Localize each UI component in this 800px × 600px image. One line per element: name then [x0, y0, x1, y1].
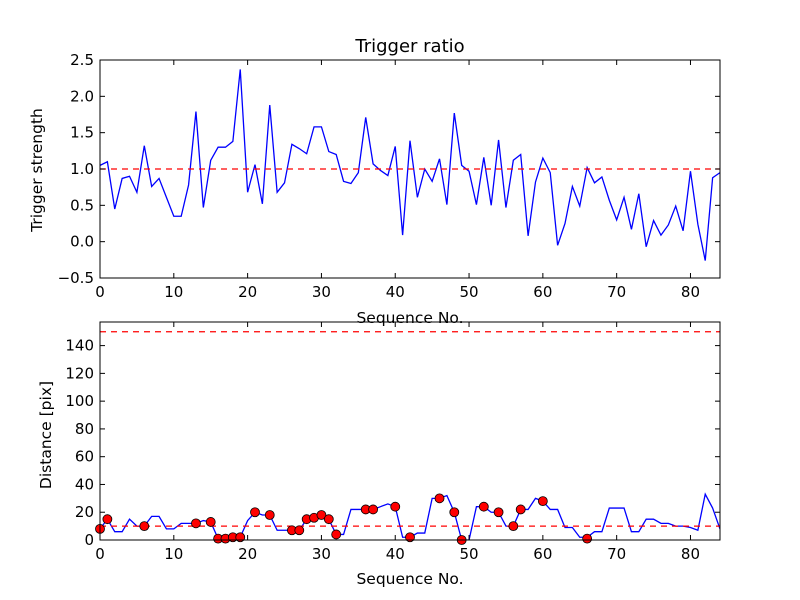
x-tick-label: 40	[386, 545, 405, 563]
x-tick-label: 40	[386, 283, 405, 301]
data-point	[508, 521, 519, 532]
data-point	[434, 493, 445, 504]
trigger-ratio-panel: Trigger ratio Sequence No. Trigger stren…	[28, 36, 721, 327]
x-tick-label: 30	[312, 283, 331, 301]
chart-title: Trigger ratio	[354, 36, 464, 57]
data-point	[331, 529, 342, 540]
x-tick-label: 10	[164, 545, 183, 563]
x-tick-label: 80	[681, 545, 700, 563]
y-tick-label: 1.5	[70, 124, 94, 142]
data-point	[515, 504, 526, 515]
y-tick-label: 140	[65, 337, 94, 355]
x-tick-label: 70	[607, 545, 626, 563]
data-point	[478, 501, 489, 512]
y-axis-label: Trigger strength	[28, 108, 46, 233]
data-point	[390, 501, 401, 512]
x-axis-label: Sequence No.	[356, 570, 463, 588]
x-tick-label: 0	[95, 545, 105, 563]
data-point	[316, 510, 327, 520]
x-tick-label: 30	[312, 545, 331, 563]
y-tick-label: 0.0	[70, 233, 94, 251]
data-point	[537, 496, 548, 507]
data-point	[235, 532, 246, 543]
x-tick-label: 60	[533, 545, 552, 563]
plot-frame	[99, 321, 721, 541]
x-tick-label: 50	[460, 283, 479, 301]
data-point	[205, 517, 216, 527]
data-point	[405, 532, 415, 543]
data-point	[368, 504, 378, 515]
x-tick-label: 0	[95, 283, 105, 301]
y-tick-label: 1.0	[70, 160, 94, 178]
y-tick-label: 2.0	[70, 87, 94, 105]
y-tick-label: 0	[84, 531, 94, 549]
data-point	[102, 514, 113, 525]
data-point	[493, 507, 504, 518]
x-tick-label: 20	[238, 283, 257, 301]
data-point	[191, 518, 201, 529]
data-point	[449, 507, 460, 518]
data-point	[250, 507, 260, 518]
y-tick-label: −0.5	[58, 269, 94, 287]
data-point	[582, 533, 593, 544]
y-tick-label: 20	[75, 503, 94, 521]
data-point	[294, 525, 305, 536]
y-tick-label: 100	[65, 392, 94, 410]
x-tick-label: 70	[607, 283, 626, 301]
y-tick-label: 120	[65, 364, 94, 382]
y-tick-label: 0.5	[70, 196, 94, 214]
series-line	[100, 69, 720, 261]
data-point	[139, 521, 150, 532]
x-tick-label: 10	[164, 283, 183, 301]
y-tick-label: 40	[75, 475, 94, 493]
data-point	[323, 514, 334, 525]
x-tick-label: 20	[238, 545, 257, 563]
x-axis-label: Sequence No.	[356, 309, 463, 327]
y-tick-label: 80	[75, 420, 94, 438]
x-tick-label: 60	[533, 283, 552, 301]
data-point	[264, 510, 275, 520]
distance-panel: Sequence No. Distance [pix] 0 10 20 30 40 50 6…	[37, 321, 721, 588]
x-tick-label: 80	[681, 283, 700, 301]
x-tick-label: 50	[460, 545, 479, 563]
y-tick-label: 60	[75, 448, 94, 466]
y-tick-label: 2.5	[70, 51, 94, 69]
y-axis-label: Distance [pix]	[37, 381, 55, 489]
